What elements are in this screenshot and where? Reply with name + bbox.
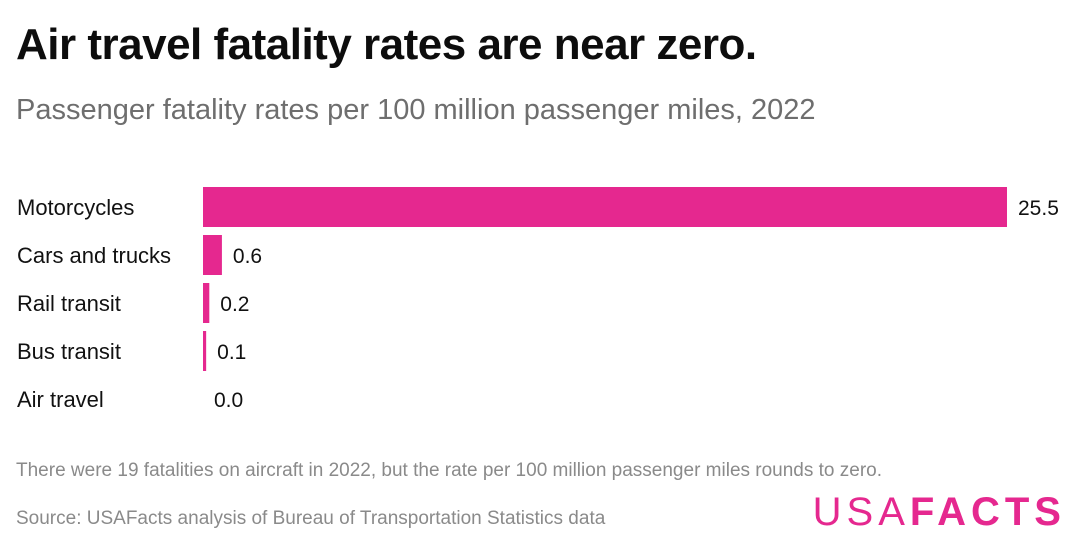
value-label: 25.5 — [1018, 197, 1059, 220]
category-label: Cars and trucks — [17, 243, 171, 268]
chart-note: There were 19 fatalities on aircraft in … — [16, 460, 883, 481]
bar-chart: Motorcycles 25.5 Cars and trucks 0.6 Rail tr… — [17, 187, 1059, 412]
bar — [203, 187, 1007, 227]
value-label: 0.2 — [220, 293, 249, 316]
chart-subtitle: Passenger fatality rates per 100 million… — [16, 94, 816, 126]
category-label: Rail transit — [17, 291, 121, 316]
category-label: Motorcycles — [17, 195, 134, 220]
chart-source: Source: USAFacts analysis of Bureau of T… — [16, 508, 606, 529]
logo-text-facts: FACTS — [909, 490, 1066, 534]
logo-text-usa: USA — [812, 490, 910, 534]
bar — [203, 235, 222, 275]
bar — [203, 331, 207, 371]
bar — [203, 283, 210, 323]
chart-title: Air travel fatality rates are near zero. — [16, 20, 757, 69]
value-label: 0.1 — [217, 341, 246, 364]
usafacts-logo: USAFACTS — [813, 490, 1066, 535]
value-label: 0.6 — [233, 245, 262, 268]
value-label: 0.0 — [214, 389, 243, 412]
category-label: Air travel — [17, 387, 104, 412]
category-label: Bus transit — [17, 339, 121, 364]
